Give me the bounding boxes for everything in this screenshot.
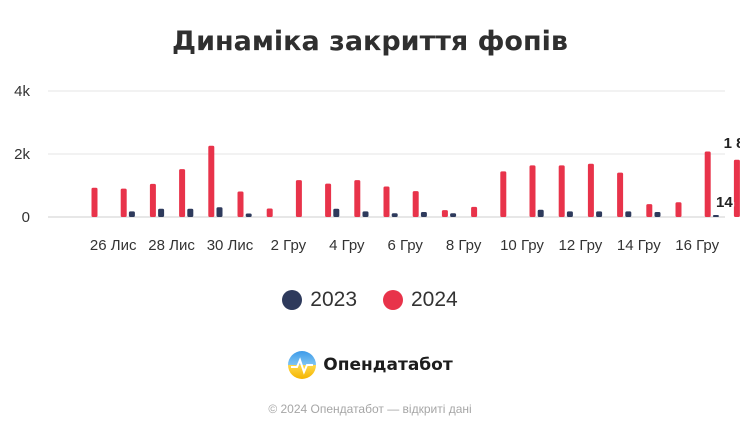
bar-2023 bbox=[128, 211, 135, 217]
bar-2024 bbox=[120, 188, 127, 217]
bar-2024 bbox=[500, 171, 507, 217]
bar-2024 bbox=[237, 191, 244, 217]
data-label: 1 817 bbox=[724, 135, 740, 152]
bar-2024 bbox=[91, 187, 98, 217]
x-tick-label: 6 Гру bbox=[387, 237, 423, 254]
bar-2024 bbox=[354, 180, 361, 217]
bar-2023 bbox=[245, 213, 252, 217]
legend-label-2023: 2023 bbox=[310, 288, 357, 311]
y-tick-label: 2k bbox=[14, 146, 30, 163]
brand-name: Опендатабот bbox=[323, 355, 453, 375]
bar-2024 bbox=[529, 165, 536, 217]
bar-2023 bbox=[625, 211, 632, 217]
x-tick-label: 10 Гру bbox=[500, 237, 544, 254]
bar-2024 bbox=[383, 186, 390, 217]
x-tick-label: 14 Гру bbox=[617, 237, 661, 254]
x-tick-label: 8 Гру bbox=[446, 237, 482, 254]
bar-2023 bbox=[420, 211, 427, 217]
brand-logo[interactable]: Опендатабот bbox=[0, 350, 740, 380]
chart-legend: 2023 2024 bbox=[0, 288, 740, 312]
bar-2024 bbox=[704, 151, 711, 217]
bar-2023 bbox=[596, 211, 603, 217]
bar-2024 bbox=[558, 165, 565, 217]
bar-2023 bbox=[712, 215, 719, 217]
bar-2024 bbox=[675, 202, 682, 217]
bar-2023 bbox=[333, 208, 340, 217]
x-tick-label: 26 Лис bbox=[90, 237, 137, 254]
x-tick-label: 12 Гру bbox=[558, 237, 602, 254]
y-tick-label: 4k bbox=[14, 83, 30, 100]
bar-chart: 0 2k 4k 26 Лис 28 Лис 30 Лис 2 Гру 4 Гру 6 Гру 8 … bbox=[14, 83, 740, 254]
legend-swatch-2023 bbox=[282, 290, 303, 310]
bar-2023 bbox=[450, 213, 457, 217]
legend-item-2023[interactable]: 2023 bbox=[282, 288, 357, 312]
bar-2024 bbox=[179, 169, 186, 217]
bar-2023 bbox=[537, 209, 544, 217]
x-tick-label: 4 Гру bbox=[329, 237, 365, 254]
x-tick-label: 30 Лис bbox=[207, 237, 254, 254]
y-tick-label: 0 bbox=[22, 209, 30, 226]
bar-2024 bbox=[646, 204, 653, 217]
legend-item-2024[interactable]: 2024 bbox=[383, 288, 458, 312]
bar-2024 bbox=[617, 172, 624, 217]
bar-2023 bbox=[187, 208, 194, 217]
legend-swatch-2024 bbox=[383, 290, 403, 310]
bar-2024 bbox=[441, 210, 448, 217]
bar-2024 bbox=[412, 191, 419, 217]
bar-2024 bbox=[733, 159, 740, 217]
x-tick-label: 2 Гру bbox=[271, 237, 307, 254]
data-label: 14 bbox=[716, 194, 733, 211]
footer-copyright: © 2024 Опендатабот — відкриті дані bbox=[268, 402, 472, 416]
bar-2024 bbox=[587, 163, 594, 217]
bar-2024 bbox=[295, 180, 302, 217]
chart-title: Динаміка закриття фопів bbox=[172, 26, 568, 57]
legend-label-2024: 2024 bbox=[411, 288, 458, 311]
x-tick-label: 16 Гру bbox=[675, 237, 719, 254]
bar-2023 bbox=[216, 207, 223, 217]
bar-2024 bbox=[208, 145, 215, 217]
bar-2023 bbox=[654, 211, 661, 217]
bar-2023 bbox=[391, 213, 398, 217]
bar-2024 bbox=[471, 206, 478, 217]
bar-2023 bbox=[362, 211, 369, 217]
opendatabot-logo-icon bbox=[288, 351, 317, 379]
x-tick-label: 28 Лис bbox=[148, 237, 195, 254]
bar-2024 bbox=[325, 183, 332, 217]
bar-2023 bbox=[566, 211, 573, 217]
bar-2024 bbox=[266, 208, 273, 217]
bar-2023 bbox=[158, 208, 165, 217]
bar-2024 bbox=[149, 183, 156, 217]
